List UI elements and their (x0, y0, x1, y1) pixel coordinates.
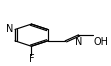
Text: N: N (75, 37, 82, 47)
Text: F: F (29, 54, 34, 64)
Text: OH: OH (94, 37, 109, 47)
Text: N: N (6, 24, 14, 34)
